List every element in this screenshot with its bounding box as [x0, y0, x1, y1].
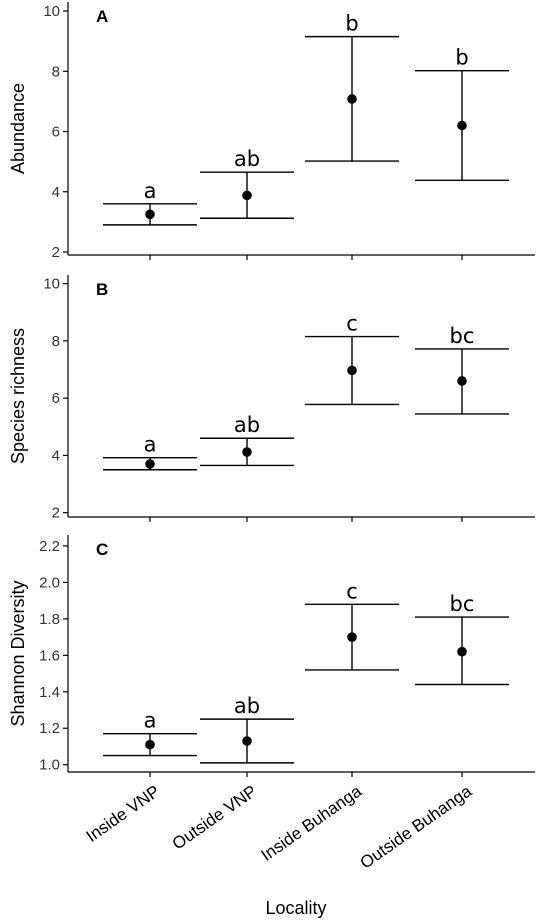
x-category-label: Outside VNP	[169, 782, 260, 854]
mean-point	[242, 736, 252, 746]
group-letter: bc	[450, 324, 475, 348]
y-axis-title: Shannon Diversity	[8, 580, 28, 726]
group-letter: bc	[450, 592, 475, 616]
y-tick-label: 1.6	[39, 647, 60, 664]
mean-point	[145, 459, 155, 469]
y-tick-label: 8	[52, 63, 60, 80]
x-category-label: Inside Buhanga	[257, 781, 365, 865]
x-axis-title: Locality	[265, 898, 326, 918]
y-tick-label: 1.4	[39, 684, 60, 701]
mean-point	[457, 646, 467, 657]
mean-point	[457, 120, 467, 131]
panel-c: 1.0 1.2 1.4 1.6 1.8 2.0 2.2 Shannon Diversity Ca…	[8, 535, 535, 777]
mean-point	[347, 365, 357, 376]
mean-point	[242, 447, 252, 457]
group-letter: a	[144, 179, 157, 203]
group-letter: a	[144, 709, 157, 733]
chart-panels: 2 4 6 8 10 Abundance Aa ab b b 2 4 6 8 10 Species richn…	[8, 2, 535, 777]
y-tick-label: 4	[52, 184, 60, 201]
y-tick-label: 10	[43, 3, 60, 20]
panel-letter: B	[96, 280, 108, 299]
y-axis-title: Abundance	[8, 83, 28, 174]
y-tick-label: 6	[52, 124, 60, 141]
y-tick-label: 2	[52, 505, 60, 522]
mean-point	[242, 190, 252, 201]
group-letter: ab	[234, 147, 260, 171]
panel-a: 2 4 6 8 10 Abundance Aa ab b b	[8, 2, 535, 261]
group-letter: a	[144, 433, 157, 457]
group-letter: ab	[234, 694, 260, 718]
mean-point	[347, 94, 357, 104]
y-tick-label: 10	[43, 276, 60, 293]
group-letter: c	[346, 579, 358, 603]
y-tick-label: 1.2	[39, 720, 60, 737]
y-axis-title: Species richness	[8, 328, 28, 464]
x-category-label: Inside VNP	[83, 782, 164, 846]
mean-point	[457, 376, 467, 386]
y-tick-label: 2	[52, 244, 60, 261]
panel-b: 2 4 6 8 10 Species richness Ba ab c bc	[8, 275, 535, 522]
y-tick-label: 6	[52, 390, 60, 407]
x-category-label: Outside Buhanga	[357, 781, 476, 872]
group-letter: c	[346, 312, 358, 336]
y-tick-label: 1.0	[39, 757, 60, 774]
y-tick-label: 1.8	[39, 611, 60, 628]
panel-letter: C	[96, 540, 108, 559]
y-tick-label: 2.0	[39, 574, 60, 591]
mean-point	[145, 739, 155, 750]
group-letter: b	[345, 12, 358, 36]
y-tick-label: 4	[52, 447, 60, 464]
panel-letter: A	[96, 7, 108, 26]
group-letter: ab	[234, 413, 260, 437]
group-letter: b	[455, 46, 468, 70]
y-tick-label: 2.2	[39, 538, 60, 555]
y-tick-label: 8	[52, 333, 60, 350]
mean-point	[145, 209, 155, 220]
mean-point	[347, 632, 357, 642]
